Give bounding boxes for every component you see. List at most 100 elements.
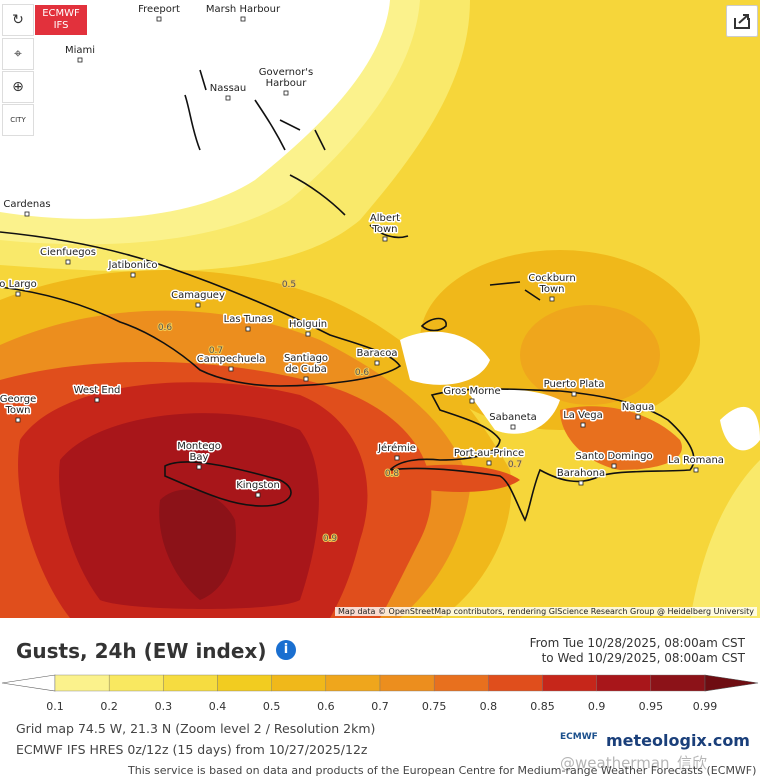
- reload-button[interactable]: ↻: [2, 4, 34, 36]
- legend-tick-label: 0.6: [317, 700, 335, 713]
- legend-tick-label: 0.4: [209, 700, 227, 713]
- city-label: de Cuba: [285, 364, 326, 375]
- city-marker: [382, 236, 388, 242]
- coastlines: [0, 69, 695, 522]
- city-label: Governor's: [259, 67, 313, 78]
- city-marker: [94, 397, 100, 403]
- city-marker: [486, 460, 492, 466]
- contour-label: 0.7: [209, 346, 223, 356]
- city-marker: [255, 492, 261, 498]
- legend-swatch: [596, 674, 652, 692]
- field-white: [400, 331, 490, 385]
- city-label: Santo Domingo: [575, 451, 652, 462]
- city-marker: [303, 376, 309, 382]
- city-marker: [130, 272, 136, 278]
- model-info: ECMWF IFS HRES 0z/12z (15 days) from 10/…: [16, 742, 368, 757]
- city-label: Jérémie: [377, 442, 416, 454]
- city-label: La Vega: [563, 410, 603, 421]
- city-label: Barahona: [557, 468, 605, 479]
- city-label: West End: [74, 385, 121, 396]
- contour-label: 0.6: [158, 323, 173, 333]
- field-white: [720, 406, 760, 451]
- grid-info: Grid map 74.5 W, 21.3 N (Zoom level 2 / …: [16, 721, 376, 736]
- legend-swatch: [54, 674, 110, 692]
- city-label: Montego: [177, 441, 221, 452]
- field-white: [0, 0, 390, 219]
- city-label: Nassau: [210, 83, 247, 94]
- legend-swatch: [379, 674, 435, 692]
- city-marker: [571, 391, 577, 397]
- legend-arrow: [1, 674, 56, 692]
- city-marker: [156, 16, 162, 22]
- zoom-button[interactable]: ⊕: [2, 71, 34, 103]
- city-marker: [245, 326, 251, 332]
- model-badge[interactable]: ECMWF IFS: [35, 5, 87, 35]
- city-label: Harbour: [266, 78, 308, 89]
- info-panel: Gusts, 24h (EW index) i From Tue 10/28/2…: [0, 620, 765, 780]
- city-label: Gros Morne: [443, 386, 500, 397]
- city-label: Santiago: [284, 353, 328, 364]
- legend-swatch: [217, 674, 272, 692]
- legend-swatch: [650, 674, 706, 692]
- info-button[interactable]: i: [276, 640, 296, 660]
- legend-tick-label: 0.5: [263, 700, 281, 713]
- city-label: Holguin: [289, 319, 327, 330]
- city-label: Cockburn: [528, 273, 575, 284]
- title: Gusts, 24h (EW index): [16, 639, 267, 663]
- city-label: Miami: [65, 45, 95, 56]
- city-label: Freeport: [138, 4, 180, 15]
- field-red: [560, 406, 682, 470]
- city-marker: [195, 302, 201, 308]
- legend-swatch: [488, 674, 543, 692]
- city-marker: [65, 259, 71, 265]
- city-label: Baracoa: [357, 348, 398, 359]
- city-label: Albert: [370, 213, 400, 224]
- city-label: Town: [371, 224, 397, 235]
- city-label: o Largo: [0, 279, 37, 290]
- contour-label: 0.8: [385, 469, 400, 479]
- field-red: [400, 464, 520, 492]
- legend-tick-label: 0.9: [588, 700, 606, 713]
- city-label: Town: [538, 284, 564, 295]
- badge-line: IFS: [53, 20, 69, 31]
- city-marker: [305, 331, 311, 337]
- city-marker: [611, 463, 617, 469]
- legend-tick-label: 0.8: [480, 700, 498, 713]
- city-label: Camaguey: [171, 290, 225, 301]
- legend-swatch: [325, 674, 381, 692]
- field-white: [470, 389, 560, 434]
- legend-arrow: [704, 674, 759, 692]
- contour-label: 0.6: [355, 368, 370, 378]
- city-button[interactable]: CITY: [2, 104, 34, 136]
- city-button-label: CITY: [10, 116, 26, 124]
- city-marker: [240, 16, 246, 22]
- city-label: Marsh Harbour: [206, 4, 281, 15]
- share-button[interactable]: [726, 5, 758, 37]
- watermark: @weatherman_信欣: [560, 754, 708, 772]
- city-marker: [374, 360, 380, 366]
- attribution: Map data © OpenStreetMap contributors, r…: [335, 607, 757, 616]
- legend-tick-label: 0.95: [639, 700, 664, 713]
- legend-tick-label: 0.75: [422, 700, 447, 713]
- city-marker: [77, 57, 83, 63]
- contour-label: 0.5: [282, 280, 296, 290]
- city-label: Cienfuegos: [40, 247, 96, 258]
- city-label: George: [0, 394, 36, 405]
- legend-swatch: [108, 674, 164, 692]
- legend-tick-label: 0.7: [371, 700, 389, 713]
- city-label: Kingston: [236, 480, 280, 491]
- city-marker: [228, 366, 234, 372]
- city-label: Nagua: [622, 402, 654, 413]
- legend-tick-label: 0.1: [46, 700, 64, 713]
- date-to: to Wed 10/29/2025, 08:00am CST: [541, 651, 745, 665]
- city-label: Las Tunas: [224, 314, 273, 325]
- city-marker: [578, 480, 584, 486]
- location-button[interactable]: ⌖: [2, 38, 34, 70]
- meteologix-logo: meteologix.com: [606, 731, 750, 750]
- city-marker: [635, 414, 641, 420]
- footer: This service is based on data and produc…: [128, 764, 757, 777]
- city-label: Sabaneta: [489, 412, 537, 423]
- city-marker: [693, 467, 699, 473]
- city-marker: [15, 291, 21, 297]
- map[interactable]: Freeport Marsh Harbour Miami Governor'sHarb…: [0, 0, 760, 618]
